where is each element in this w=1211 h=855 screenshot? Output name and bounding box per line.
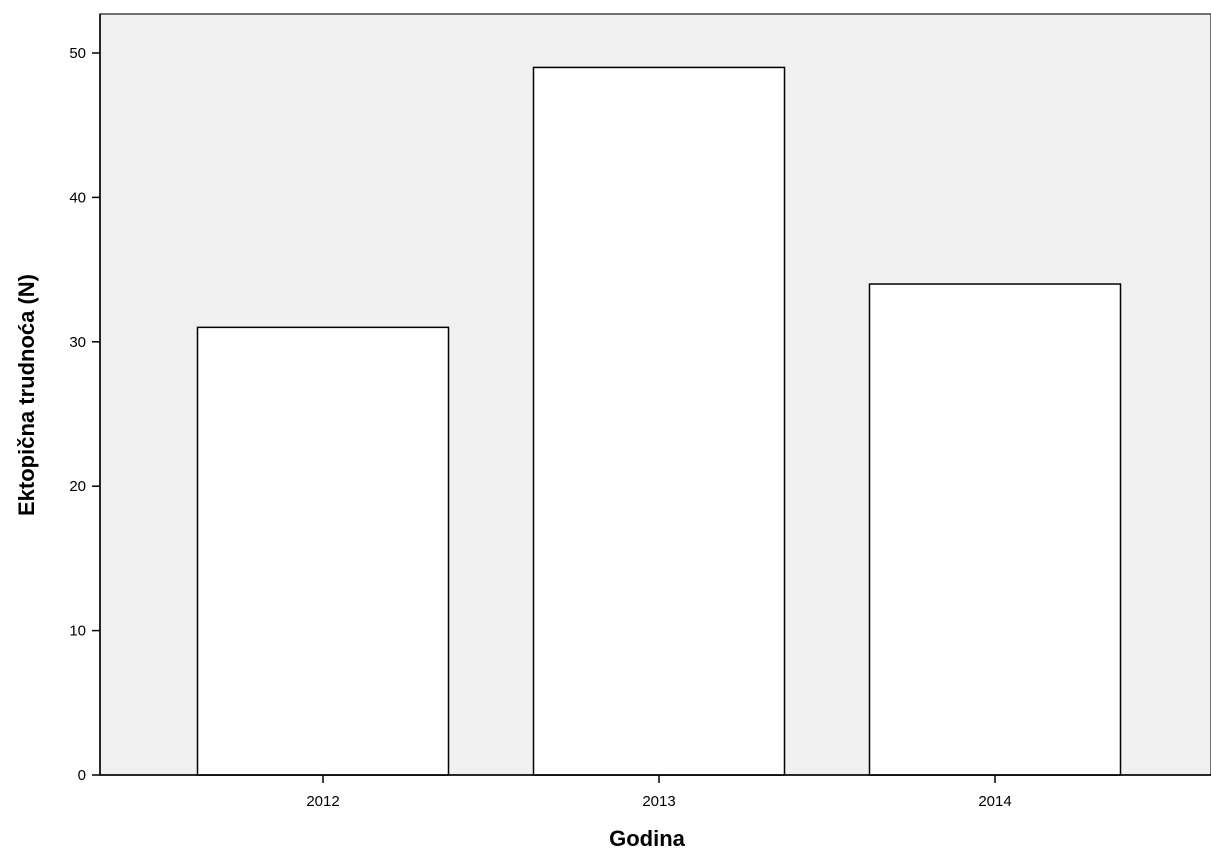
y-tick-label: 50 bbox=[69, 45, 86, 62]
x-axis: 2012 2013 2014 bbox=[100, 774, 1211, 810]
y-tick-label: 40 bbox=[69, 189, 86, 206]
x-tick-label: 2012 bbox=[306, 793, 339, 810]
bar-2012 bbox=[196, 326, 450, 776]
bar-2014 bbox=[868, 283, 1122, 776]
x-axis-title: Godina bbox=[609, 826, 686, 851]
bar-2013 bbox=[532, 66, 786, 776]
y-tick-label: 30 bbox=[69, 334, 86, 351]
y-tick-label: 10 bbox=[69, 623, 86, 640]
x-tick-label: 2013 bbox=[642, 793, 675, 810]
y-axis-title: Ektopična trudnoća (N) bbox=[14, 274, 39, 516]
y-tick-label: 0 bbox=[78, 767, 86, 784]
y-tick-label: 20 bbox=[69, 478, 86, 495]
y-axis: 0 10 20 30 40 50 bbox=[69, 14, 101, 784]
x-tick-label: 2014 bbox=[978, 793, 1011, 810]
bars-group bbox=[196, 66, 1122, 776]
